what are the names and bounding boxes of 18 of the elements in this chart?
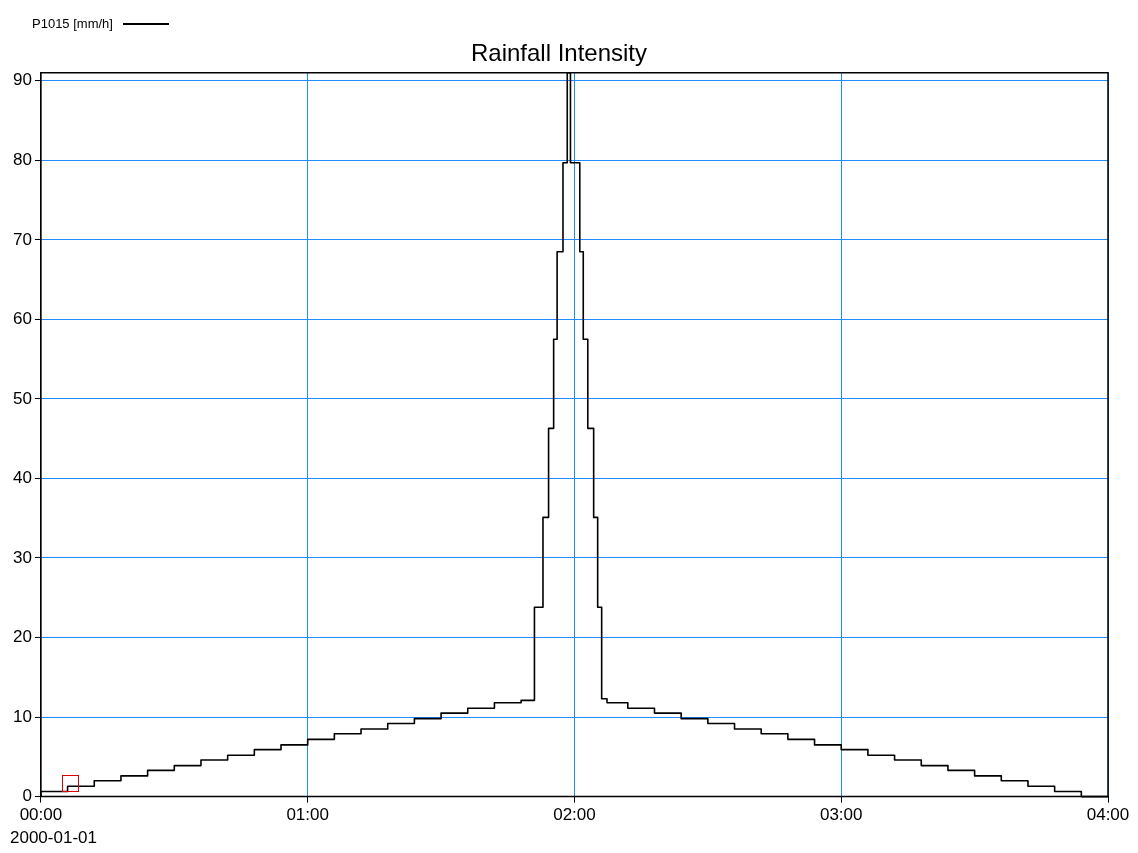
- y-tick-label: 70: [12, 229, 32, 249]
- x-tick-label: 00:00: [19, 805, 63, 825]
- y-tick-label: 30: [12, 547, 32, 567]
- chart-title: Rainfall Intensity: [470, 39, 648, 67]
- y-tick-label: 60: [12, 309, 32, 329]
- y-tick-label: 0: [22, 786, 32, 806]
- x-tick-label: 02:00: [553, 805, 596, 825]
- text: 2000-01-01: [10, 828, 97, 848]
- y-tick-label: 10: [12, 706, 32, 726]
- y-tick-label: 20: [12, 627, 32, 647]
- y-tick-label: 50: [12, 388, 32, 408]
- x-tick-label: 04:00: [1086, 805, 1130, 825]
- y-tick-label: 90: [12, 70, 32, 90]
- x-tick-label: 03:00: [819, 805, 863, 825]
- x-tick-label: 01:00: [286, 805, 329, 825]
- legend-label: P1015 [mm/h]: [32, 16, 113, 31]
- y-tick-label: 40: [12, 468, 32, 488]
- y-tick-label: 80: [12, 149, 32, 169]
